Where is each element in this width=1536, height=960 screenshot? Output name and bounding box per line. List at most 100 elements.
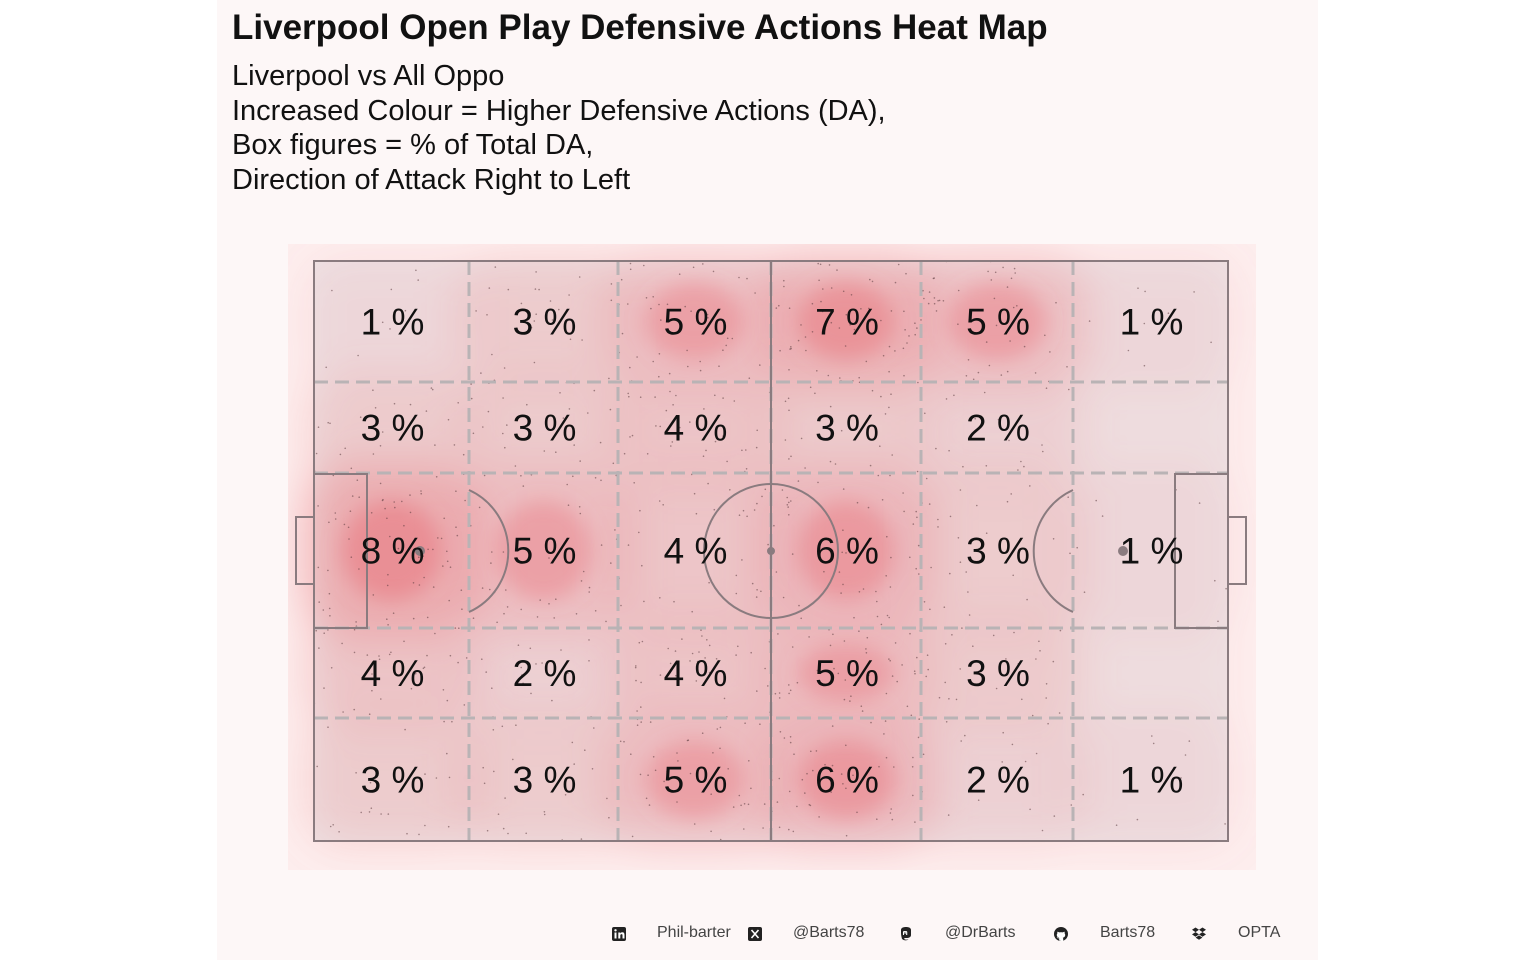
action-point [1005, 658, 1007, 660]
action-point [1217, 620, 1219, 623]
action-point [788, 684, 790, 686]
action-point [325, 366, 328, 369]
action-point [889, 586, 892, 588]
action-point [530, 692, 532, 695]
action-point [579, 512, 582, 515]
action-point [909, 556, 911, 559]
action-point [1127, 349, 1130, 352]
action-point [712, 752, 714, 754]
action-point [349, 510, 352, 512]
action-point [917, 381, 919, 384]
action-point [636, 710, 638, 712]
action-point [380, 813, 382, 815]
action-point [1024, 760, 1027, 763]
action-point [856, 501, 859, 504]
action-point [600, 479, 602, 482]
action-point [666, 770, 668, 773]
action-point [360, 811, 363, 814]
action-point [526, 403, 528, 406]
action-point [917, 736, 920, 739]
action-point [402, 434, 404, 437]
action-point [551, 319, 554, 321]
action-point [423, 576, 425, 579]
action-point [456, 534, 459, 537]
action-point [875, 559, 877, 561]
action-point [1136, 818, 1139, 821]
action-point [514, 465, 517, 467]
action-point [633, 482, 635, 484]
centre-circle [703, 483, 839, 619]
action-point [788, 369, 790, 371]
action-point [767, 543, 769, 546]
action-point [381, 321, 384, 324]
zone-labels: 1 % 3 % 5 % 7 % 5 % 1 % 3 % 3 % 4 % 3 % 2 % 8 % 5 % 4… [361, 302, 1184, 801]
action-point [652, 756, 655, 758]
action-point [658, 303, 660, 306]
action-point [787, 397, 790, 400]
action-point [964, 734, 966, 737]
action-point [329, 615, 331, 617]
action-point [639, 773, 642, 776]
action-point [842, 583, 844, 586]
action-point [805, 349, 807, 352]
action-point [671, 441, 674, 443]
action-point [972, 645, 974, 647]
action-point [901, 664, 903, 666]
action-point [865, 652, 868, 654]
action-point [706, 639, 708, 641]
action-point [937, 526, 939, 528]
action-point [1115, 824, 1118, 826]
action-point [623, 740, 625, 743]
action-point [850, 294, 853, 296]
action-point [804, 336, 807, 338]
action-point [693, 492, 696, 495]
action-point [636, 724, 639, 726]
action-point [480, 372, 482, 374]
zone-percentage-label: 1 % [361, 302, 425, 343]
action-point [663, 780, 665, 783]
action-point [935, 447, 937, 450]
action-point [1143, 364, 1146, 367]
action-point [676, 752, 678, 754]
action-point [381, 431, 384, 433]
action-point [465, 657, 468, 659]
zone-percentage-label: 5 % [664, 302, 728, 343]
action-point [522, 485, 525, 487]
action-point [443, 517, 446, 520]
action-point [767, 685, 769, 687]
pitch-markings [295, 260, 1247, 842]
action-point [341, 642, 343, 645]
action-point [520, 608, 522, 611]
action-point [844, 345, 847, 347]
action-point [645, 297, 648, 299]
action-point [838, 327, 841, 329]
action-point [580, 580, 583, 582]
action-point [322, 609, 325, 611]
action-point [784, 400, 787, 403]
action-point [927, 302, 930, 305]
linkedin-icon [612, 927, 626, 941]
action-point [918, 573, 920, 575]
action-point [840, 773, 843, 775]
action-point [917, 544, 920, 547]
action-point [844, 679, 847, 681]
action-point [588, 660, 590, 662]
action-point [397, 547, 400, 550]
action-point [877, 474, 880, 477]
action-point [791, 646, 794, 648]
action-point [409, 403, 412, 406]
zone-percentage-label: 4 % [664, 531, 728, 572]
action-point [788, 409, 790, 412]
action-point [1010, 493, 1012, 495]
action-point [543, 450, 546, 452]
action-point [894, 642, 897, 644]
action-point [502, 397, 504, 399]
action-point [1035, 658, 1037, 660]
action-point [558, 308, 560, 311]
action-point [339, 453, 342, 456]
action-point [502, 827, 505, 830]
action-point [1035, 752, 1038, 755]
action-point [860, 308, 862, 310]
action-point [925, 477, 928, 480]
action-point [871, 280, 874, 283]
